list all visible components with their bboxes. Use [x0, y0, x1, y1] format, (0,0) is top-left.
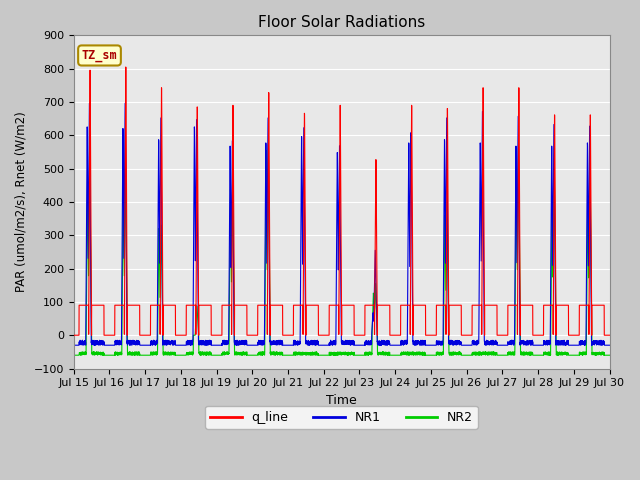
NR1: [86, 100, 93, 106]
q_line: [70, 332, 77, 338]
NR1: [461, 342, 469, 348]
Line: NR2: NR2: [74, 144, 609, 355]
NR1: [322, 342, 330, 348]
q_line: [461, 332, 469, 338]
Legend: q_line, NR1, NR2: q_line, NR1, NR2: [205, 406, 478, 429]
q_line: [322, 332, 330, 338]
NR1: [166, 338, 174, 344]
Text: TZ_sm: TZ_sm: [82, 49, 117, 62]
Y-axis label: PAR (umol/m2/s), Rnet (W/m2): PAR (umol/m2/s), Rnet (W/m2): [15, 111, 28, 292]
q_line: [605, 332, 613, 338]
Line: NR1: NR1: [74, 103, 609, 345]
NR2: [432, 352, 440, 358]
NR2: [605, 352, 612, 358]
NR1: [492, 339, 500, 345]
Line: q_line: q_line: [74, 67, 609, 335]
NR2: [322, 352, 330, 358]
q_line: [432, 332, 440, 338]
NR1: [605, 342, 613, 348]
Title: Floor Solar Radiations: Floor Solar Radiations: [258, 15, 425, 30]
NR2: [605, 352, 613, 358]
q_line: [166, 302, 174, 308]
X-axis label: Time: Time: [326, 394, 357, 407]
q_line: [492, 302, 500, 308]
NR2: [461, 352, 469, 358]
NR1: [605, 342, 612, 348]
NR2: [70, 352, 77, 358]
NR1: [70, 342, 77, 348]
NR2: [166, 352, 174, 358]
NR1: [432, 342, 440, 348]
NR2: [264, 141, 272, 147]
q_line: [122, 64, 130, 70]
NR2: [492, 350, 500, 356]
q_line: [605, 332, 612, 338]
